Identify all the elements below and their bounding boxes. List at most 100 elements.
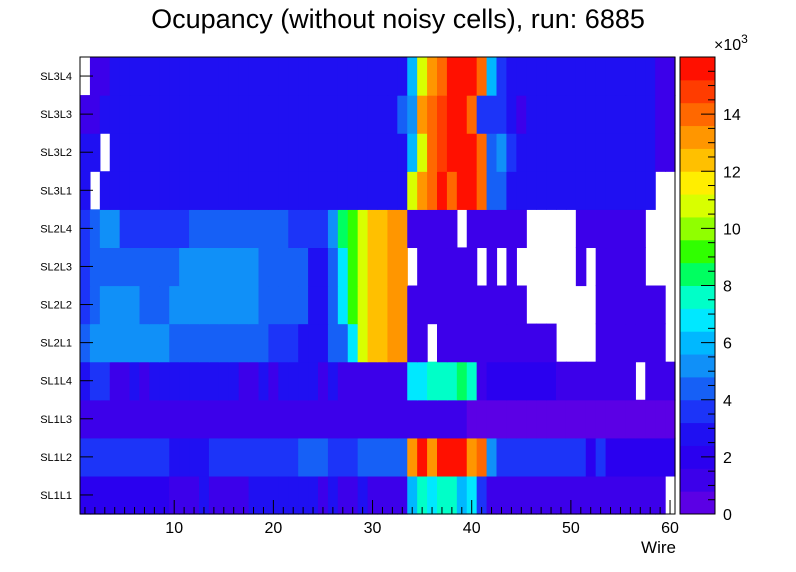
heatmap-cell <box>218 95 230 134</box>
heatmap-cell <box>318 209 329 249</box>
heatmap-cell <box>516 57 527 96</box>
heatmap-cell <box>417 57 428 96</box>
heatmap-cell <box>159 209 170 249</box>
heatmap-cell <box>347 285 359 325</box>
heatmap-cell <box>427 437 438 477</box>
heatmap-cell <box>417 209 428 249</box>
heatmap-cell <box>308 437 319 477</box>
heatmap-cell <box>327 95 339 134</box>
heatmap-cell <box>337 57 349 96</box>
heatmap-cell <box>308 171 319 210</box>
heatmap-cell <box>556 133 567 172</box>
heatmap-cell <box>129 399 141 439</box>
heatmap-cell <box>466 323 478 363</box>
heatmap-cell <box>238 437 250 477</box>
heatmap-cell <box>248 475 260 515</box>
heatmap-cell <box>327 437 339 477</box>
heatmap-cell <box>595 57 607 96</box>
heatmap-cell <box>308 57 319 96</box>
heatmap-cell <box>179 95 190 134</box>
heatmap-cell <box>179 475 190 515</box>
heatmap-cell <box>228 133 240 172</box>
heatmap-cell <box>139 323 151 363</box>
heatmap-cell <box>476 57 488 96</box>
heatmap-cell <box>456 475 468 515</box>
heatmap-cell <box>536 133 547 172</box>
heatmap-cell <box>446 247 458 287</box>
color-scale-segment <box>680 491 715 515</box>
heatmap-cell <box>565 399 577 439</box>
heatmap-cell <box>516 399 527 439</box>
heatmap-cell <box>357 209 369 249</box>
heatmap-cell <box>516 437 527 477</box>
heatmap-cell <box>169 285 180 325</box>
heatmap-cell <box>119 57 131 96</box>
heatmap-cell <box>397 57 408 96</box>
heatmap-cell <box>397 247 408 287</box>
heatmap-cell <box>169 57 180 96</box>
color-scale-segment <box>680 399 715 424</box>
color-scale-segment <box>680 194 715 218</box>
heatmap-cell <box>238 285 250 325</box>
heatmap-cell <box>446 171 458 210</box>
heatmap-cell <box>149 57 160 96</box>
heatmap-cell <box>278 361 289 401</box>
heatmap-cell <box>109 361 121 401</box>
heatmap-cell <box>655 399 666 439</box>
heatmap-cell <box>89 437 101 477</box>
color-scale-segment <box>680 354 715 378</box>
heatmap-cell <box>327 247 339 287</box>
heatmap-cell <box>288 209 299 249</box>
heatmap-cell <box>645 57 656 96</box>
heatmap-cell <box>149 171 160 210</box>
heatmap-cell <box>377 323 389 363</box>
heatmap-cell <box>585 171 597 210</box>
heatmap-cell <box>268 437 279 477</box>
heatmap-cell <box>268 323 279 363</box>
heatmap-cell <box>357 57 369 96</box>
heatmap-cell <box>327 475 339 515</box>
heatmap-cell <box>169 361 180 401</box>
heatmap-cell <box>645 95 656 134</box>
heatmap-cell <box>119 95 131 134</box>
heatmap-cell <box>99 95 111 134</box>
heatmap-cell <box>179 171 190 210</box>
heatmap-cell <box>169 171 180 210</box>
heatmap-cell <box>179 285 190 325</box>
heatmap-cell <box>367 437 379 477</box>
heatmap-cell <box>655 475 666 515</box>
heatmap-cell <box>625 437 636 477</box>
heatmap-cell <box>357 475 369 515</box>
heatmap-cell <box>655 437 666 477</box>
heatmap-cell <box>556 475 567 515</box>
color-scale-tick-label: 6 <box>723 336 732 353</box>
heatmap-cell <box>189 133 200 172</box>
heatmap-cell <box>506 399 517 439</box>
heatmap-cell <box>387 209 398 249</box>
heatmap-cell <box>456 247 468 287</box>
heatmap-cell <box>466 209 478 249</box>
heatmap-cell <box>397 323 408 363</box>
heatmap-cell <box>189 323 200 363</box>
heatmap-cell <box>417 247 428 287</box>
heatmap-cell <box>546 475 557 515</box>
heatmap-cell <box>89 285 101 325</box>
heatmap-cell <box>199 361 210 401</box>
heatmap-cell <box>595 361 607 401</box>
color-scale-tick-label: 4 <box>723 393 732 410</box>
heatmap-cell <box>655 95 666 134</box>
heatmap-cell <box>397 437 408 477</box>
heatmap-cell <box>526 171 537 210</box>
heatmap-cell <box>575 57 587 96</box>
heatmap-cell <box>248 171 260 210</box>
color-scale-tick-label: 0 <box>723 507 732 524</box>
heatmap-cell <box>605 133 617 172</box>
heatmap-cell <box>318 57 329 96</box>
heatmap-cell <box>218 285 230 325</box>
y-category-label: SL2L2 <box>40 300 72 312</box>
heatmap-cell <box>476 209 488 249</box>
color-scale-segment <box>680 262 715 286</box>
heatmap-cell <box>228 399 240 439</box>
color-scale-segment <box>680 102 715 127</box>
heatmap-cell <box>397 133 408 172</box>
